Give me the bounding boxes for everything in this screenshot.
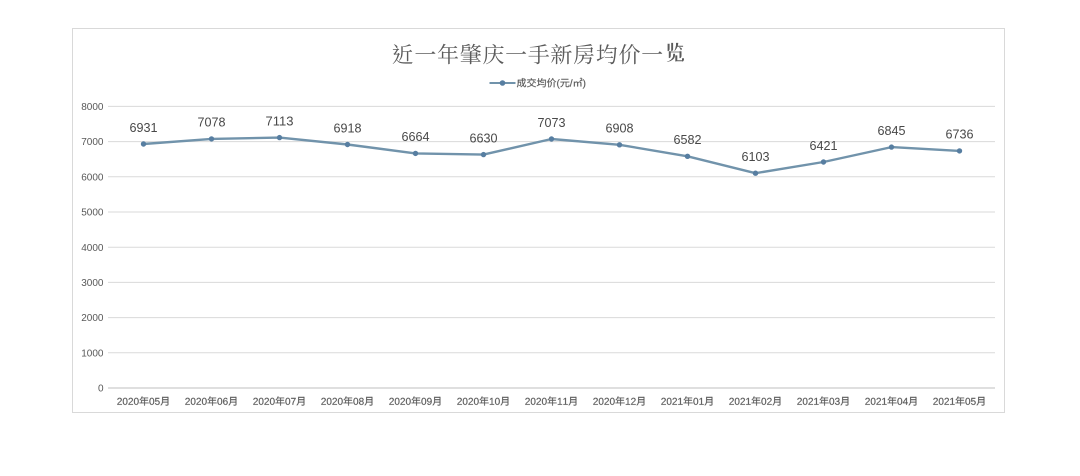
svg-text:6421: 6421 <box>810 138 838 153</box>
svg-text:6664: 6664 <box>402 129 430 144</box>
svg-text:6000: 6000 <box>81 172 104 183</box>
svg-text:6582: 6582 <box>674 132 702 147</box>
svg-text:7000: 7000 <box>81 137 104 148</box>
svg-text:6103: 6103 <box>742 149 770 164</box>
svg-text:1000: 1000 <box>81 348 104 359</box>
svg-text:6931: 6931 <box>130 120 158 135</box>
svg-text:6630: 6630 <box>470 130 498 145</box>
svg-text:4000: 4000 <box>81 243 104 254</box>
svg-text:5000: 5000 <box>81 208 104 219</box>
svg-text:0: 0 <box>98 384 104 395</box>
svg-text:8000: 8000 <box>81 102 104 113</box>
svg-text:7073: 7073 <box>538 115 566 130</box>
svg-text:3000: 3000 <box>81 278 104 289</box>
svg-text:2000: 2000 <box>81 313 104 324</box>
svg-text:6918: 6918 <box>334 120 362 135</box>
svg-text:6908: 6908 <box>606 121 634 136</box>
svg-text:6845: 6845 <box>878 123 906 138</box>
svg-text:7113: 7113 <box>266 113 294 128</box>
svg-text:7078: 7078 <box>198 115 226 130</box>
svg-text:6736: 6736 <box>946 127 974 142</box>
